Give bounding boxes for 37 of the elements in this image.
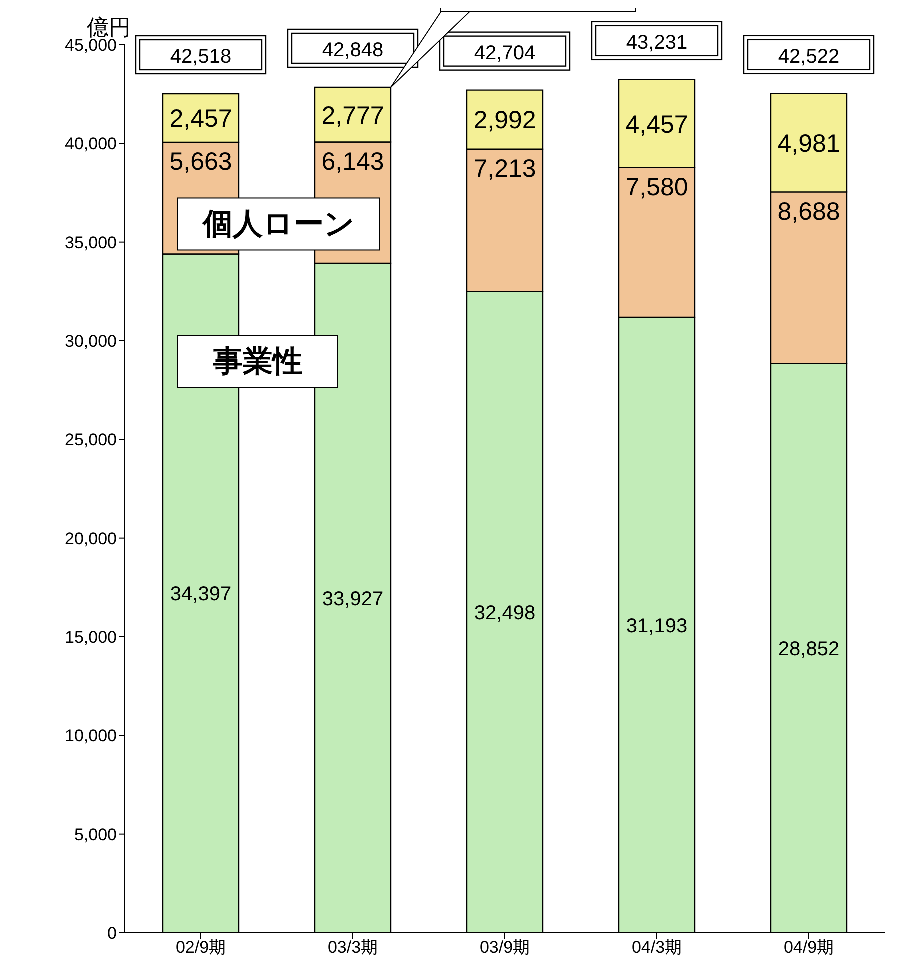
series-label: 個人ローン: [202, 208, 355, 242]
y-tick-label: 20,000: [65, 529, 117, 548]
y-axis-title: 億円: [87, 15, 131, 40]
data-label: 5,663: [170, 148, 232, 176]
data-label: 2,457: [170, 105, 232, 134]
y-tick-label: 5,000: [74, 825, 117, 844]
y-tick-label: 10,000: [65, 726, 117, 746]
data-label: 28,852: [778, 638, 840, 660]
y-tick-label: 30,000: [65, 332, 117, 352]
x-tick-label: 03/9期: [480, 938, 530, 958]
data-label: 32,498: [474, 602, 536, 624]
x-tick-label: 04/9期: [784, 938, 834, 958]
data-label: 33,927: [322, 588, 384, 610]
y-tick-label: 40,000: [65, 134, 117, 154]
total-label: 42,522: [778, 46, 840, 68]
x-tick-label: 04/3期: [632, 938, 682, 958]
data-label: 4,981: [778, 130, 840, 158]
data-label: 2,992: [474, 106, 536, 135]
data-label: 2,777: [322, 102, 384, 130]
total-label: 42,704: [474, 42, 536, 64]
total-label: 43,231: [626, 32, 688, 54]
y-tick-label: 15,000: [65, 628, 117, 648]
y-tick-label: 0: [108, 924, 117, 944]
y-tick-label: 35,000: [65, 233, 117, 252]
data-label: 4,457: [626, 110, 688, 139]
x-tick-label: 03/3期: [328, 938, 378, 958]
data-label: 6,143: [322, 148, 384, 176]
total-label: 42,518: [170, 46, 232, 68]
data-label: 31,193: [626, 615, 688, 638]
y-tick-label: 25,000: [65, 430, 117, 450]
total-label: 42,848: [322, 39, 384, 62]
data-label: 7,580: [626, 174, 688, 202]
data-label: 34,397: [170, 584, 232, 606]
x-tick-label: 02/9期: [176, 938, 226, 958]
series-label: 事業性: [212, 346, 303, 379]
data-label: 8,688: [778, 198, 840, 226]
data-label: 7,213: [474, 155, 536, 184]
